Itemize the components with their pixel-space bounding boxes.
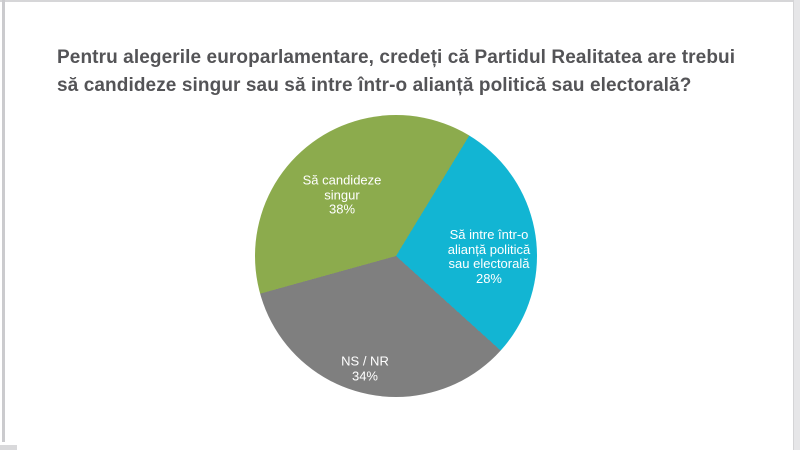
frame-top-edge (0, 0, 800, 2)
pie-label-sa-intre-intr-o-alianta: Să intre într-o alianță politică sau ele… (447, 227, 531, 286)
frame-bottom-left-edge (0, 445, 17, 450)
slice-value: 28% (475, 270, 503, 286)
chart-title: Pentru alegerile europarlamentare, crede… (57, 44, 735, 100)
slice-label-line: NS / NR (341, 353, 389, 369)
slice-label-line: alianță politică (447, 241, 531, 257)
slice-label-line: singur (324, 186, 360, 202)
chart-title-line2: să candideze singur sau să intre într-o … (57, 75, 692, 96)
frame-right-edge (793, 0, 800, 450)
slice-label-line: sau electorală (448, 256, 530, 271)
slice-label-line: Să intre într-o (449, 227, 529, 242)
pie-label-ns-nr: NS / NR 34% (341, 353, 389, 384)
slice-label-line: Să candideze (302, 172, 382, 188)
pie-chart (255, 115, 537, 397)
slice-value: 34% (351, 368, 379, 383)
frame-left-edge (2, 0, 5, 442)
chart-title-line1: Pentru alegerile europarlamentare, crede… (57, 47, 736, 68)
pie-label-sa-candideze-singur: Să candideze singur 38% (303, 173, 382, 217)
slice-value: 38% (328, 201, 356, 217)
